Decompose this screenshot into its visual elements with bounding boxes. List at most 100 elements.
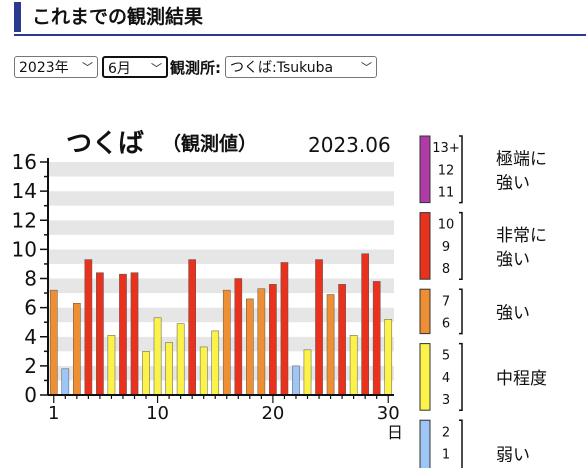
chevron-down-icon: ﹀ bbox=[361, 61, 372, 74]
bar bbox=[269, 284, 277, 396]
bar bbox=[176, 323, 185, 396]
bar bbox=[222, 289, 231, 396]
y-tick-label: 12 bbox=[12, 208, 37, 232]
bar bbox=[96, 272, 104, 396]
legend-group: 7 6 強い bbox=[419, 288, 530, 335]
bar bbox=[234, 278, 243, 396]
legend-label: 強い bbox=[496, 303, 530, 323]
bar bbox=[49, 289, 58, 396]
legend-swatch bbox=[419, 288, 431, 335]
legend-swatch bbox=[419, 212, 431, 280]
legend-swatch bbox=[419, 135, 431, 204]
y-tick-label: 2 bbox=[24, 354, 37, 378]
legend-level-label: 9 bbox=[442, 240, 450, 255]
bar bbox=[107, 335, 116, 396]
header-accent-bar bbox=[14, 2, 21, 32]
month-select-value: 6月 bbox=[108, 61, 131, 77]
page-header: これまでの観測結果 bbox=[0, 0, 586, 36]
legend-level-label: 3 bbox=[442, 393, 450, 408]
legend-label: 弱い bbox=[496, 446, 530, 466]
bar bbox=[326, 294, 335, 396]
chevron-down-icon: ﹀ bbox=[82, 61, 93, 74]
legend-level-label: 5 bbox=[442, 349, 450, 364]
y-tick-label: 0 bbox=[24, 383, 37, 407]
location-label: 観測所: bbox=[170, 58, 221, 77]
y-tick-label: 6 bbox=[24, 296, 37, 320]
bar bbox=[165, 342, 173, 396]
bar bbox=[315, 259, 323, 396]
legend-bracket bbox=[459, 211, 463, 280]
filter-controls: 2023年 ﹀ 6月 ﹀ 観測所: つくば:Tsukuba ﹀ bbox=[14, 54, 377, 80]
bar bbox=[372, 281, 381, 396]
year-select[interactable]: 2023年 ﹀ bbox=[14, 56, 98, 78]
legend-bracket bbox=[459, 135, 463, 204]
legend-level-label: 8 bbox=[442, 262, 450, 277]
x-tick-label: 1 bbox=[48, 403, 59, 424]
bar bbox=[303, 349, 312, 396]
bar bbox=[384, 319, 393, 396]
bar bbox=[211, 330, 220, 396]
header-underline bbox=[14, 34, 586, 36]
year-select-value: 2023年 bbox=[19, 60, 69, 76]
month-select[interactable]: 6月 ﹀ bbox=[102, 56, 168, 78]
bar bbox=[257, 288, 266, 396]
location-select[interactable]: つくば:Tsukuba ﹀ bbox=[225, 56, 377, 78]
bar bbox=[61, 368, 70, 396]
legend-group: 5 4 3 中程度 bbox=[419, 342, 547, 411]
grid-band bbox=[48, 205, 394, 221]
bar bbox=[130, 272, 139, 396]
legend-level-label: 4 bbox=[442, 371, 450, 386]
page-title: これまでの観測結果 bbox=[32, 6, 204, 28]
chart-legend: 13+1211極端に強い1098非常に強い76強い543中程度210弱い bbox=[419, 135, 547, 468]
grid-band bbox=[48, 234, 394, 250]
y-tick-label: 10 bbox=[12, 237, 37, 261]
chart-period: 2023.06 bbox=[308, 133, 391, 157]
chart-subtitle: （観測値） bbox=[162, 132, 257, 155]
legend-bracket bbox=[459, 342, 463, 411]
legend-swatch bbox=[419, 419, 431, 468]
legend-level-label: 1 bbox=[442, 448, 450, 463]
legend-level-label: 2 bbox=[442, 425, 450, 440]
bar bbox=[142, 351, 150, 396]
legend-bracket bbox=[459, 288, 463, 335]
legend-level-label: 7 bbox=[442, 294, 450, 309]
legend-label: 強い bbox=[496, 250, 530, 270]
bar bbox=[292, 365, 300, 396]
legend-label: 極端に bbox=[496, 149, 547, 169]
bar bbox=[338, 284, 346, 396]
bar bbox=[199, 346, 208, 396]
grid-band bbox=[48, 249, 394, 264]
chart-axes: 0 2 4 6 8 10 12 14 16 1 10 20 30 bbox=[12, 150, 400, 424]
legend-swatch bbox=[419, 343, 431, 411]
bar bbox=[280, 262, 289, 396]
legend-level-label: 12 bbox=[438, 163, 455, 178]
y-tick-label: 16 bbox=[12, 150, 37, 174]
location-select-value: つくば:Tsukuba bbox=[230, 60, 334, 76]
bar bbox=[188, 259, 196, 396]
legend-level-label: 11 bbox=[438, 186, 455, 201]
x-tick-label: 30 bbox=[377, 403, 400, 424]
bar-series bbox=[49, 253, 393, 396]
bar bbox=[119, 273, 127, 396]
x-tick-label: 10 bbox=[146, 403, 169, 424]
bar bbox=[73, 303, 81, 396]
bar bbox=[84, 259, 93, 396]
legend-group: 210弱い bbox=[419, 419, 530, 468]
legend-label: 強い bbox=[496, 173, 530, 193]
grid-band bbox=[48, 220, 394, 235]
y-tick-label: 4 bbox=[24, 325, 37, 349]
x-axis-unit-label: 日 bbox=[387, 423, 403, 442]
legend-level-label: 13+ bbox=[432, 141, 459, 156]
grid-band bbox=[48, 191, 394, 206]
legend-level-label: 6 bbox=[442, 317, 450, 332]
legend-bracket bbox=[459, 419, 463, 468]
legend-level-label: 10 bbox=[438, 218, 455, 233]
grid-band bbox=[48, 176, 394, 192]
y-tick-label: 8 bbox=[24, 267, 37, 291]
bar bbox=[349, 335, 358, 396]
chart-title: つくば bbox=[66, 129, 144, 159]
bar bbox=[361, 253, 369, 396]
